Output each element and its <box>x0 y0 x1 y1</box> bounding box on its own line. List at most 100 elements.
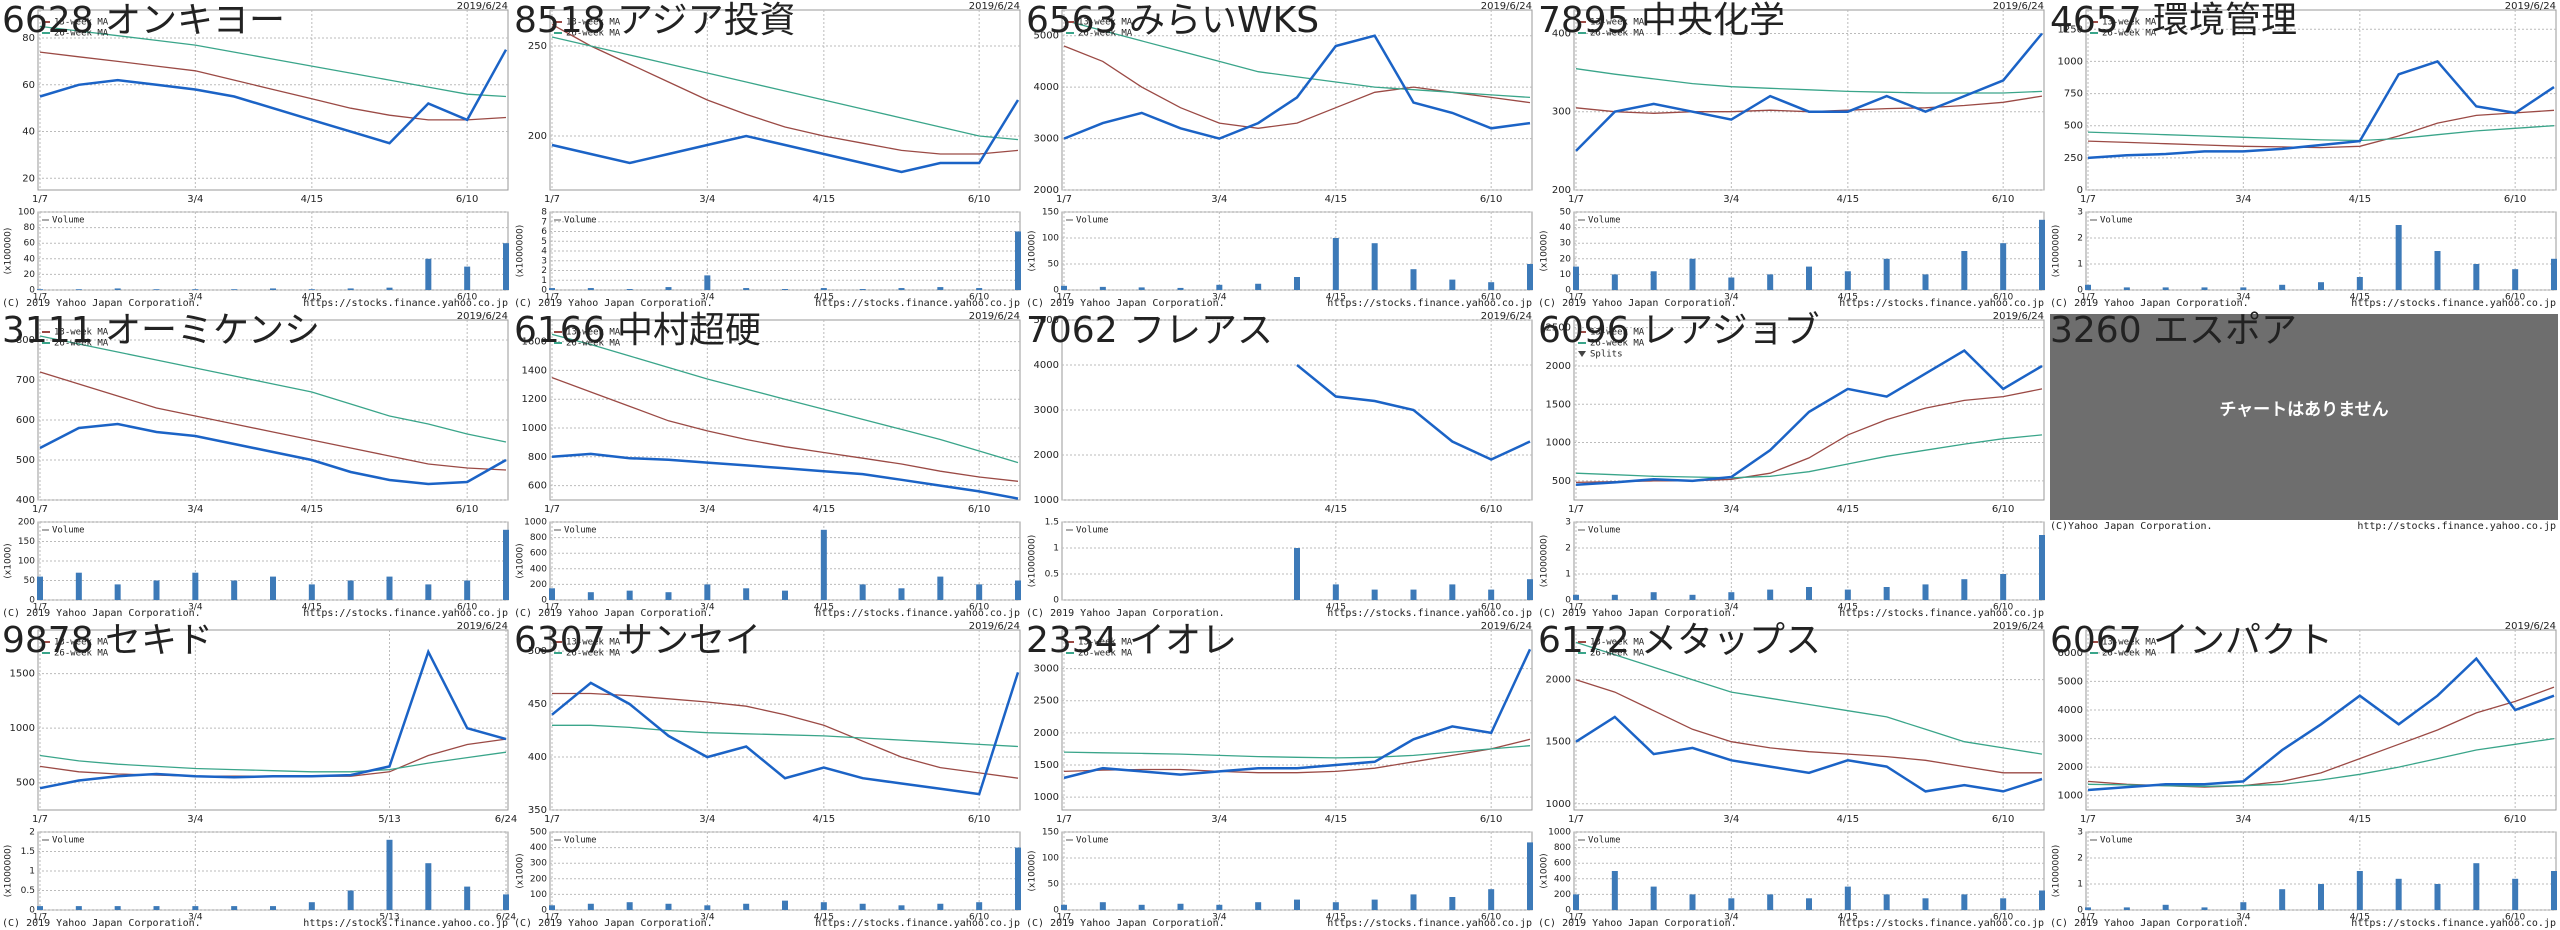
volume-legend: Volume <box>52 526 85 536</box>
source-url: https://stocks.finance.yahoo.co.jp <box>303 298 508 309</box>
volume-bar <box>1611 871 1618 910</box>
price-line <box>2087 59 2555 160</box>
volume-x-tick-label: 4/15 <box>814 603 834 613</box>
volume-bar <box>308 902 315 910</box>
volume-bar <box>2240 902 2247 910</box>
volume-bar <box>2395 225 2402 290</box>
copyright: (C) 2019 Yahoo Japan Corporation. <box>1538 298 1737 309</box>
volume-bar <box>782 289 788 290</box>
volume-bar <box>1689 258 1696 290</box>
x-tick-label: 3/4 <box>2235 814 2251 825</box>
legend-label: 13-week MA <box>1590 18 1645 28</box>
x-tick-label: 1/7 <box>1568 194 1584 205</box>
volume-legend: Volume <box>1588 836 1621 846</box>
y-tick-label: 3000 <box>1034 664 1059 675</box>
volume-x-tick-label: 6/10 <box>1481 913 1501 923</box>
moving-average-line <box>39 51 507 121</box>
moving-average-line <box>2087 109 2555 149</box>
x-tick-label: 4/15 <box>1325 814 1347 825</box>
volume-x-tick-label: 6/10 <box>969 913 989 923</box>
volume-bar <box>587 592 594 600</box>
moving-average-line <box>1575 68 2043 94</box>
volume-bar <box>37 906 43 910</box>
volume-bar <box>2356 871 2363 910</box>
volume-legend: Volume <box>52 216 85 226</box>
volume-tick-label: 40 <box>24 254 36 264</box>
volume-bar <box>1410 269 1417 290</box>
volume-bar <box>2279 284 2286 290</box>
volume-tick-label: 10 <box>1560 270 1572 280</box>
x-tick-label: 1/7 <box>2080 194 2096 205</box>
volume-bar <box>1449 584 1456 600</box>
x-tick-label: 4/15 <box>1325 194 1347 205</box>
y-tick-label: 1000 <box>1034 792 1059 803</box>
volume-tick-label: 60 <box>24 239 36 249</box>
x-tick-label: 4/15 <box>813 814 835 825</box>
y-tick-label: 700 <box>16 375 35 386</box>
volume-bar <box>898 905 905 910</box>
plot-frame <box>1061 629 1533 811</box>
copyright: (C) 2019 Yahoo Japan Corporation. <box>2 918 201 929</box>
volume-tick-label: 0 <box>29 596 35 606</box>
volume-x-tick-label: 1/7 <box>1569 913 1583 923</box>
volume-bar <box>386 576 393 600</box>
volume-tick-label: 30 <box>1560 239 1572 249</box>
chart-title: 6563 みらいWKS <box>1026 0 1319 41</box>
volume-bar <box>1138 287 1145 290</box>
y-tick-label: 800 <box>16 335 35 346</box>
volume-tick-label: 0 <box>541 596 547 606</box>
moving-average-line <box>551 376 1019 482</box>
volume-x-tick-label: 6/10 <box>1993 293 2013 303</box>
volume-tick-label: 800 <box>1554 843 1571 853</box>
volume-x-tick-label: 1/7 <box>33 293 47 303</box>
legend-label: 26-week MA <box>2102 649 2157 659</box>
x-tick-label: 4/15 <box>813 194 835 205</box>
y-tick-label: 600 <box>528 481 547 492</box>
volume-bar <box>1061 285 1067 290</box>
moving-average-line <box>1063 738 1531 774</box>
y-tick-label: 2000 <box>1034 728 1059 739</box>
price-line <box>551 452 1019 500</box>
volume-bar <box>549 905 555 910</box>
volume-x-tick-label: 3/4 <box>188 603 203 613</box>
volume-bar <box>2039 890 2045 910</box>
x-tick-label: 3/4 <box>187 504 203 515</box>
volume-tick-label: 200 <box>530 580 547 590</box>
y-tick-label: 500 <box>16 778 35 789</box>
volume-bar <box>626 590 633 600</box>
volume-tick-label: 0.5 <box>21 886 35 896</box>
volume-tick-label: 200 <box>530 874 547 884</box>
volume-bar <box>1099 286 1106 290</box>
volume-bar <box>270 576 276 600</box>
volume-tick-label: 150 <box>1042 208 1059 218</box>
chart-date: 2019/6/24 <box>969 1 1020 12</box>
plot-frame <box>1061 9 1533 191</box>
y-tick-label: 3000 <box>1034 134 1059 145</box>
legend-label: 13-week MA <box>566 328 621 338</box>
x-tick-label: 4/15 <box>813 504 835 515</box>
legend-label: 13-week MA <box>54 18 109 28</box>
volume-tick-label: 0 <box>1053 906 1059 916</box>
legend-label: 13-week MA <box>566 638 621 648</box>
y-tick-label: 200 <box>528 131 547 142</box>
volume-tick-label: 150 <box>1042 828 1059 838</box>
volume-x-tick-label: 4/15 <box>302 293 322 303</box>
volume-axis-label: (x100000) <box>4 228 14 275</box>
chart-title: 6096 レアジョブ <box>1538 310 1820 351</box>
chart-title: 6628 オンキヨー <box>2 0 285 41</box>
moving-average-line <box>1575 641 2043 755</box>
chart-title: 7062 フレアス <box>1026 310 1273 351</box>
volume-bar <box>1527 579 1533 600</box>
volume-x-tick-label: 4/15 <box>1838 913 1858 923</box>
volume-tick-label: 0 <box>1565 286 1571 296</box>
legend-label: 13-week MA <box>54 328 109 338</box>
chart-title: 6307 サンセイ <box>514 620 761 661</box>
x-tick-label: 4/15 <box>1837 814 1859 825</box>
y-tick-label: 20 <box>22 173 35 184</box>
volume-tick-label: 1 <box>29 867 35 877</box>
copyright: (C) 2019 Yahoo Japan Corporation. <box>1026 298 1225 309</box>
y-tick-label: 1500 <box>1546 737 1571 748</box>
price-line <box>551 672 1020 796</box>
moving-average-line <box>39 751 507 773</box>
